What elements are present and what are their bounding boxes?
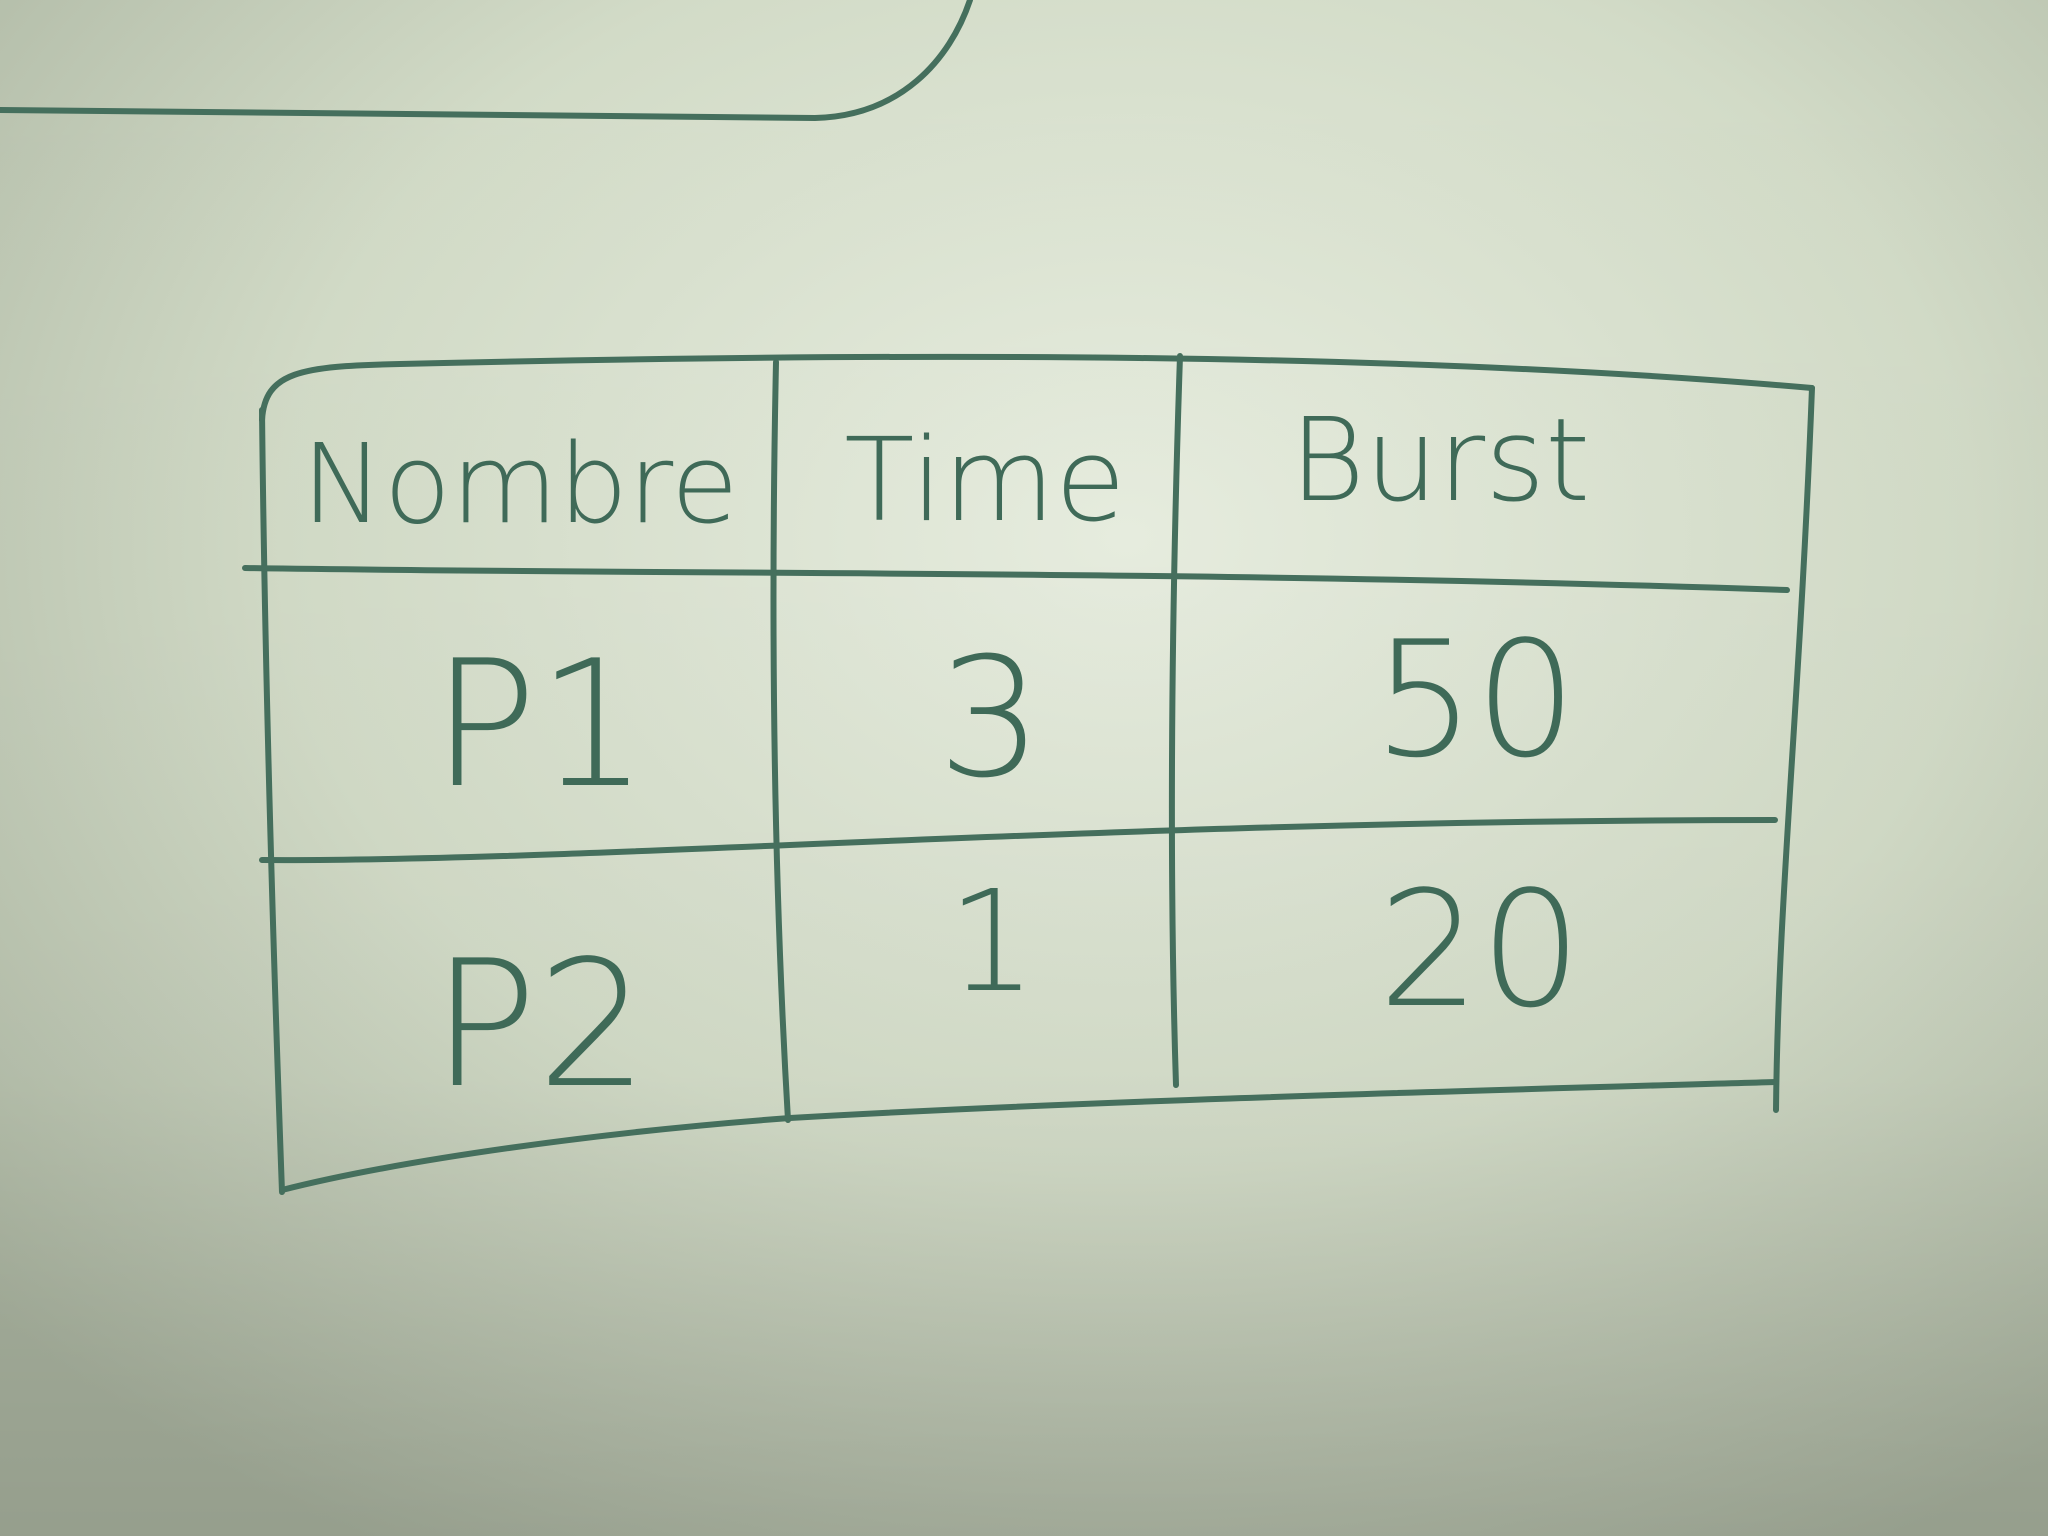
partial-box-outline <box>0 0 973 122</box>
handdrawn-table <box>242 353 1815 1195</box>
table-column-divider-1 <box>770 359 791 1123</box>
table-column-divider-2 <box>1168 353 1183 1088</box>
table-left-border <box>259 407 285 1195</box>
row-1-time-cell: 3 <box>938 622 1043 814</box>
table-top-border <box>259 353 1815 423</box>
table-row-divider <box>259 817 1778 864</box>
row-1-burst-cell: 50 <box>1373 606 1577 793</box>
header-cell-burst: Burst <box>1290 394 1590 528</box>
table-header-divider <box>242 565 1790 593</box>
table-right-border <box>1773 385 1815 1113</box>
table-bottom-border <box>279 1079 1779 1193</box>
row-2-time-cell: 1 <box>947 861 1036 1024</box>
row-2-burst-cell: 20 <box>1378 856 1582 1043</box>
header-cell-time: Time <box>844 414 1125 548</box>
header-cell-nombre: Nombre <box>301 420 738 548</box>
row-1-nombre-cell: P1 <box>432 624 649 827</box>
row-2-nombre-cell: P2 <box>432 924 649 1127</box>
